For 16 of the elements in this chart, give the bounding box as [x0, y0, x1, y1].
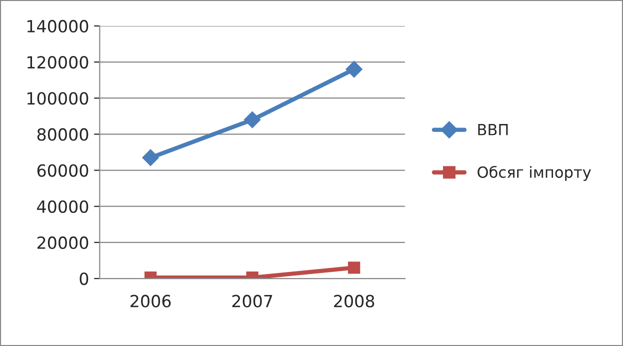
point	[142, 149, 159, 166]
x-tick-label: 2007	[232, 294, 272, 308]
y-tick-label: 140000	[27, 20, 88, 33]
y-tick-label: 100000	[27, 92, 88, 105]
legend-label: Обсяг імпорту	[478, 166, 591, 181]
y-tick-label: 40000	[37, 200, 88, 213]
y-tick-label: 60000	[37, 164, 88, 177]
legend-label: ВВП	[478, 124, 508, 136]
x-tick-label: 2006	[130, 294, 171, 308]
point	[346, 60, 362, 78]
x-tick-label: 2008	[334, 294, 374, 308]
y-tick-label: 120000	[27, 56, 88, 69]
y-tick-label: 0	[80, 272, 88, 286]
point	[244, 111, 261, 128]
y-tick-label: 20000	[37, 236, 88, 250]
y-tick-label: 80000	[37, 128, 88, 141]
